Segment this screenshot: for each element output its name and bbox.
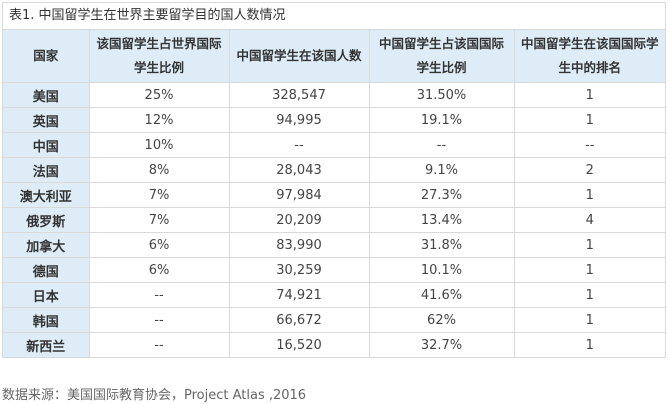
cell-chinese-share: 19.1% bbox=[368, 107, 515, 133]
cell-chinese-rank: 4 bbox=[513, 207, 665, 233]
cell-country: 韩国 bbox=[3, 307, 90, 333]
cell-chinese-rank: -- bbox=[513, 132, 665, 158]
table-header-row: 国家 该国留学生占世界国际学生比例 中国留学生在该国人数 中国留学生占该国国际学… bbox=[3, 30, 665, 83]
header-world-share: 该国留学生占世界国际学生比例 bbox=[88, 30, 230, 83]
data-table-container: 表1. 中国留学生在世界主要留学目的国人数情况 国家 该国留学生占世界国际学生比… bbox=[2, 2, 666, 358]
header-chinese-rank: 中国留学生在该国国际学生中的排名 bbox=[513, 30, 665, 83]
cell-chinese-count: 94,995 bbox=[228, 107, 370, 133]
table-row: 中国 10% -- -- -- bbox=[3, 132, 665, 158]
header-chinese-share: 中国留学生占该国国际学生比例 bbox=[368, 30, 515, 83]
data-table: 国家 该国留学生占世界国际学生比例 中国留学生在该国人数 中国留学生占该国国际学… bbox=[3, 30, 665, 357]
cell-country: 俄罗斯 bbox=[3, 207, 90, 233]
cell-chinese-rank: 2 bbox=[513, 157, 665, 183]
table-row: 加拿大 6% 83,990 31.8% 1 bbox=[3, 232, 665, 258]
cell-world-share: 10% bbox=[88, 132, 230, 158]
cell-chinese-share: 41.6% bbox=[368, 282, 515, 308]
table-row: 法国 8% 28,043 9.1% 2 bbox=[3, 157, 665, 183]
cell-chinese-count: 97,984 bbox=[228, 182, 370, 208]
cell-chinese-count: 74,921 bbox=[228, 282, 370, 308]
cell-country: 法国 bbox=[3, 157, 90, 183]
cell-country: 澳大利亚 bbox=[3, 182, 90, 208]
cell-country: 英国 bbox=[3, 107, 90, 133]
cell-chinese-rank: 1 bbox=[513, 182, 665, 208]
cell-world-share: 7% bbox=[88, 182, 230, 208]
cell-chinese-rank: 1 bbox=[513, 257, 665, 283]
table-row: 澳大利亚 7% 97,984 27.3% 1 bbox=[3, 182, 665, 208]
cell-country: 德国 bbox=[3, 257, 90, 283]
cell-world-share: 25% bbox=[88, 82, 230, 108]
cell-chinese-count: 83,990 bbox=[228, 232, 370, 258]
cell-country: 中国 bbox=[3, 132, 90, 158]
cell-chinese-share: 13.4% bbox=[368, 207, 515, 233]
cell-chinese-share: 31.50% bbox=[368, 82, 515, 108]
table-row: 俄罗斯 7% 20,209 13.4% 4 bbox=[3, 207, 665, 233]
cell-world-share: 6% bbox=[88, 232, 230, 258]
cell-chinese-rank: 1 bbox=[513, 82, 665, 108]
cell-country: 新西兰 bbox=[3, 332, 90, 357]
cell-chinese-rank: 1 bbox=[513, 332, 665, 357]
table-row: 德国 6% 30,259 10.1% 1 bbox=[3, 257, 665, 283]
cell-chinese-share: 31.8% bbox=[368, 232, 515, 258]
table-row: 日本 -- 74,921 41.6% 1 bbox=[3, 282, 665, 308]
cell-chinese-share: 9.1% bbox=[368, 157, 515, 183]
table-row: 美国 25% 328,547 31.50% 1 bbox=[3, 82, 665, 108]
cell-chinese-rank: 1 bbox=[513, 232, 665, 258]
source-note: 数据来源：美国国际教育协会，Project Atlas ,2016 bbox=[2, 388, 307, 403]
cell-chinese-share: 27.3% bbox=[368, 182, 515, 208]
cell-chinese-share: 62% bbox=[368, 307, 515, 333]
cell-chinese-rank: 1 bbox=[513, 107, 665, 133]
cell-chinese-count: 66,672 bbox=[228, 307, 370, 333]
table-body: 美国 25% 328,547 31.50% 1 英国 12% 94,995 19.1% 1 中国 10… bbox=[3, 82, 665, 357]
cell-country: 日本 bbox=[3, 282, 90, 308]
cell-chinese-share: 32.7% bbox=[368, 332, 515, 357]
cell-chinese-share: 10.1% bbox=[368, 257, 515, 283]
table-caption: 表1. 中国留学生在世界主要留学目的国人数情况 bbox=[3, 3, 665, 30]
cell-world-share: -- bbox=[88, 307, 230, 333]
cell-chinese-count: 16,520 bbox=[228, 332, 370, 357]
cell-chinese-rank: 1 bbox=[513, 282, 665, 308]
cell-country: 美国 bbox=[3, 82, 90, 108]
cell-world-share: 8% bbox=[88, 157, 230, 183]
cell-world-share: 6% bbox=[88, 257, 230, 283]
cell-world-share: 7% bbox=[88, 207, 230, 233]
cell-chinese-count: 20,209 bbox=[228, 207, 370, 233]
cell-chinese-count: 30,259 bbox=[228, 257, 370, 283]
cell-chinese-rank: 1 bbox=[513, 307, 665, 333]
cell-country: 加拿大 bbox=[3, 232, 90, 258]
cell-chinese-count: 28,043 bbox=[228, 157, 370, 183]
cell-chinese-count: 328,547 bbox=[228, 82, 370, 108]
cell-world-share: -- bbox=[88, 332, 230, 357]
cell-world-share: -- bbox=[88, 282, 230, 308]
table-row: 新西兰 -- 16,520 32.7% 1 bbox=[3, 332, 665, 357]
header-country: 国家 bbox=[3, 30, 90, 83]
table-row: 英国 12% 94,995 19.1% 1 bbox=[3, 107, 665, 133]
cell-chinese-share: -- bbox=[368, 132, 515, 158]
header-chinese-count: 中国留学生在该国人数 bbox=[228, 30, 370, 83]
cell-chinese-count: -- bbox=[228, 132, 370, 158]
table-row: 韩国 -- 66,672 62% 1 bbox=[3, 307, 665, 333]
cell-world-share: 12% bbox=[88, 107, 230, 133]
